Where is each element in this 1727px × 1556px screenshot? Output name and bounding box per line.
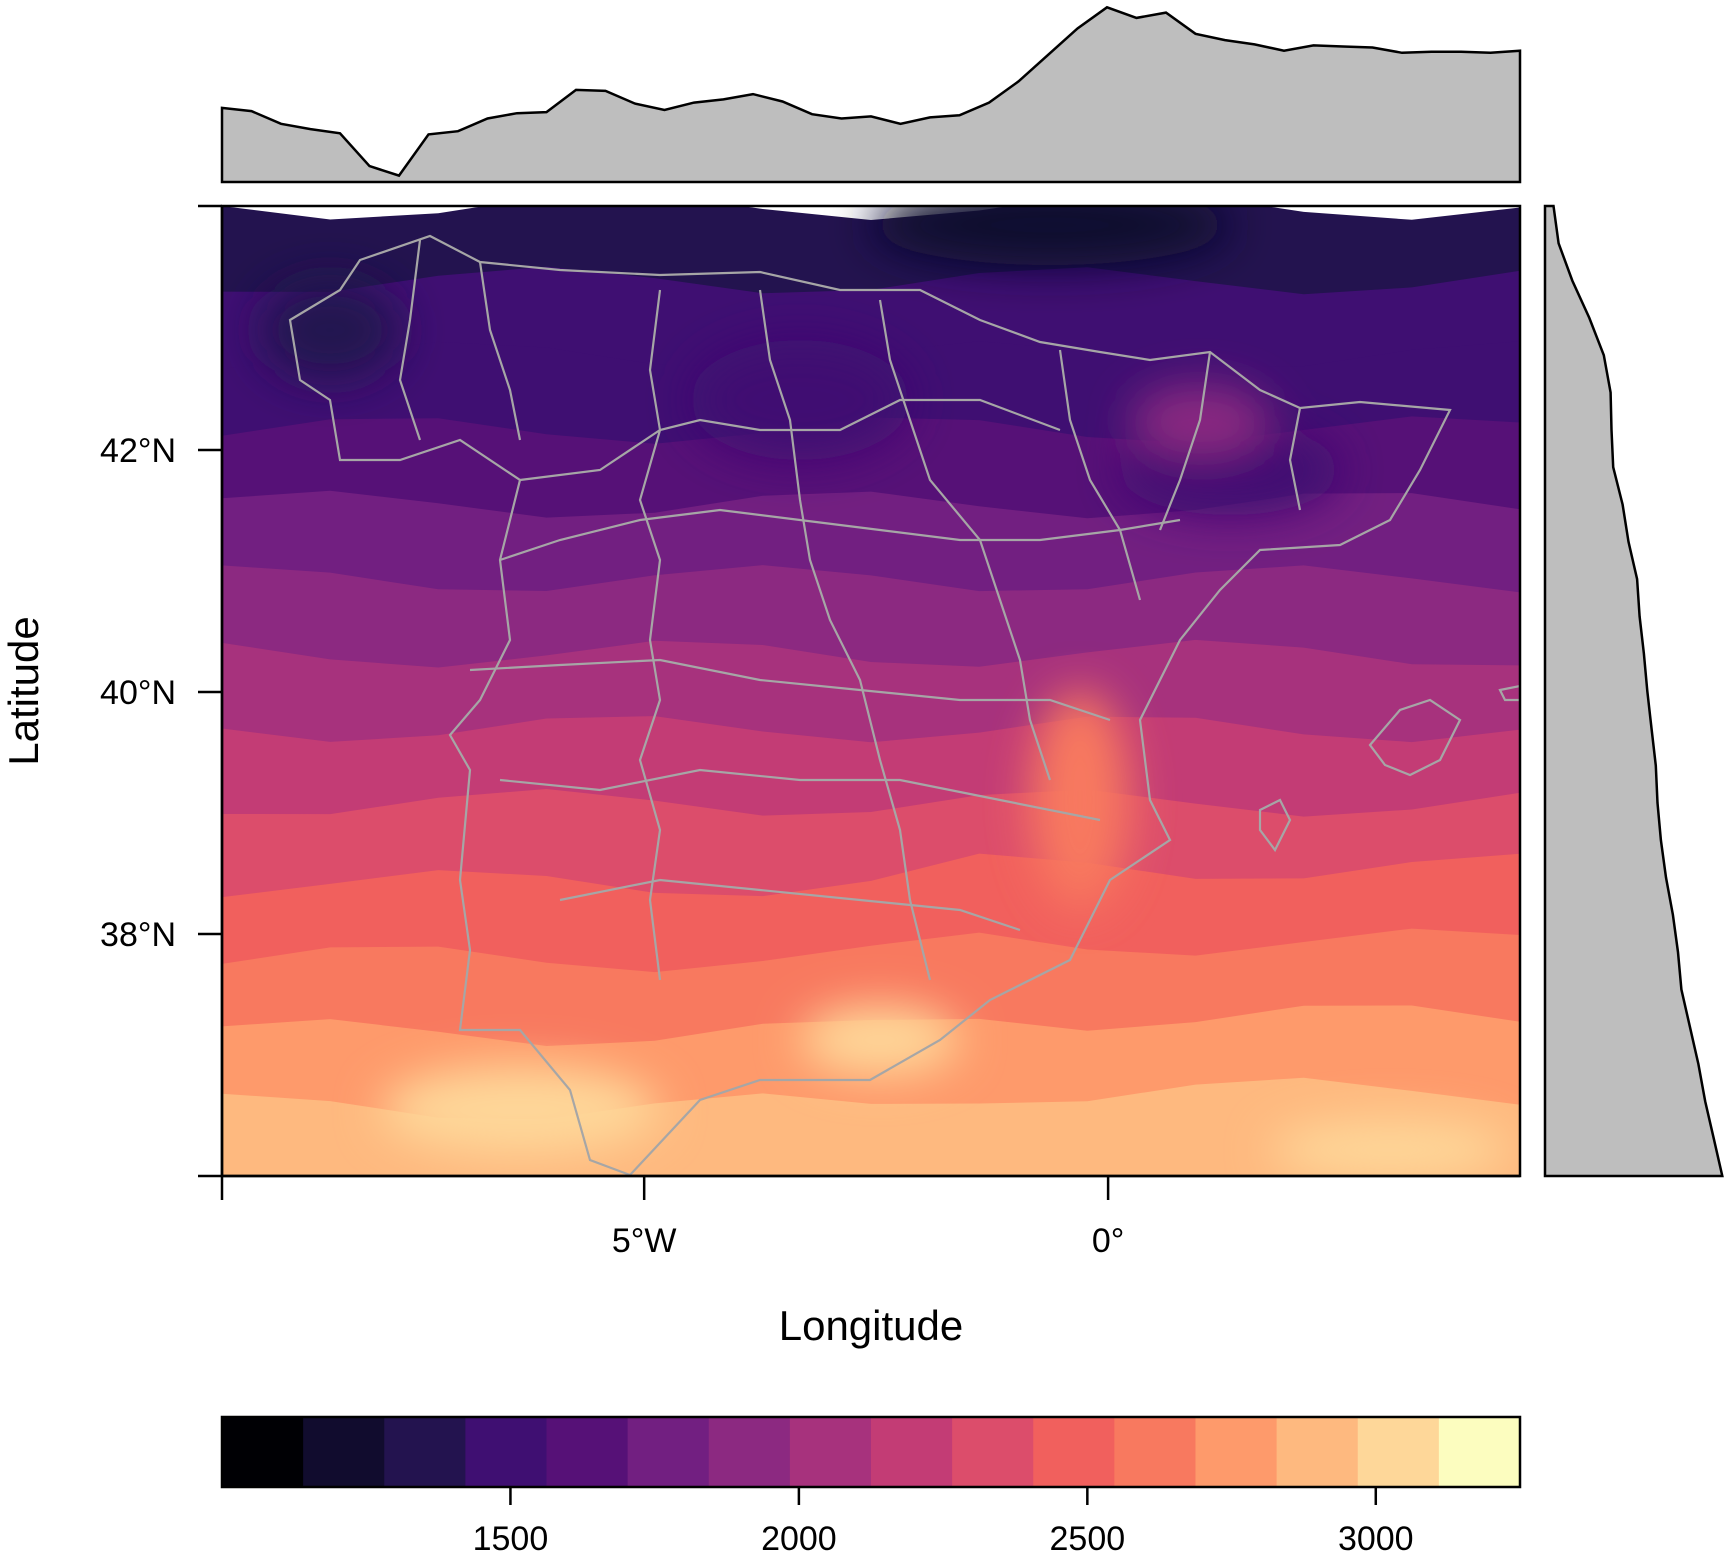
boundary-6 [638,289,662,981]
colorbar-cell [222,1417,304,1487]
colorbar-cell [871,1417,953,1487]
boundary-7 [758,289,932,981]
colorbar-cell [1114,1417,1197,1487]
y-tick-label: 42°N [100,432,176,470]
blob-andalusia [800,1005,960,1075]
menorca [1498,684,1520,702]
x-tick-label: 0° [1092,1222,1125,1260]
heatmap-panel [222,206,1520,1176]
x-tick-label: 5°W [612,1222,677,1260]
x-axis: 5°W 0° [220,1174,1520,1260]
latitude-profile-panel [1543,204,1724,1178]
colorbar-tick-label: 2500 [1050,1520,1126,1556]
heatmap-bands [222,206,1520,1176]
colorbar-tick-label: 3000 [1338,1520,1414,1556]
colorbar-tick-label: 2000 [761,1520,837,1556]
blob-south-bright [380,1065,660,1155]
y-axis-title: Latitude [0,616,47,765]
boundary-10 [1158,351,1212,531]
x-axis-title: Longitude [779,1302,964,1349]
colorbar-cell [952,1417,1034,1487]
blob-valencia [1030,690,1130,910]
boundary-1 [499,508,1181,562]
coastline [288,234,1452,1176]
ibiza [1258,798,1292,853]
boundary-9 [1058,349,1142,601]
boundary-2 [469,658,1111,722]
colorbar-cell [1357,1417,1440,1487]
colorbar-cell [789,1417,872,1487]
boundary-5 [519,398,1061,482]
latitude-profile-area [1543,204,1724,1178]
blob-southeast-bright [1270,1120,1510,1176]
colorbar-cell [384,1417,466,1487]
colorbar-tick-label: 1500 [473,1520,549,1556]
colorbar-cell [708,1417,791,1487]
colorbar-cells [222,1417,1521,1487]
colorbar-cell [465,1417,548,1487]
boundary-3 [499,768,1101,822]
longitude-profile-panel [220,5,1522,184]
colorbar-cell [1033,1417,1115,1487]
boundary-4 [559,878,1021,932]
boundary-13 [478,261,522,441]
colorbar-ticks: 1500 2000 2500 3000 [473,1487,1414,1556]
colorbar-cell [1276,1417,1359,1487]
colorbar: 1500 2000 2500 3000 [220,1415,1522,1556]
colorbar-cell [1195,1417,1278,1487]
longitude-profile-area [220,5,1522,184]
colorbar-cell [546,1417,629,1487]
y-axis: 42°N 40°N 38°N [100,204,224,1178]
region-boundaries [288,234,1520,1176]
blob-duero-dark [690,340,910,460]
heatmap-blobs [260,206,1510,1176]
colorbar-cell [1438,1417,1521,1487]
colorbar-frame [220,1415,1522,1489]
boundary-8 [878,299,1052,781]
boundary-11 [1288,407,1302,511]
colorbar-cell [303,1417,385,1487]
boundary-12 [398,239,422,441]
y-tick-label: 40°N [100,674,176,712]
blob-north-dark [870,206,1230,265]
mallorca [1368,698,1462,777]
colorbar-cell [627,1417,710,1487]
y-tick-label: 38°N [100,916,176,954]
